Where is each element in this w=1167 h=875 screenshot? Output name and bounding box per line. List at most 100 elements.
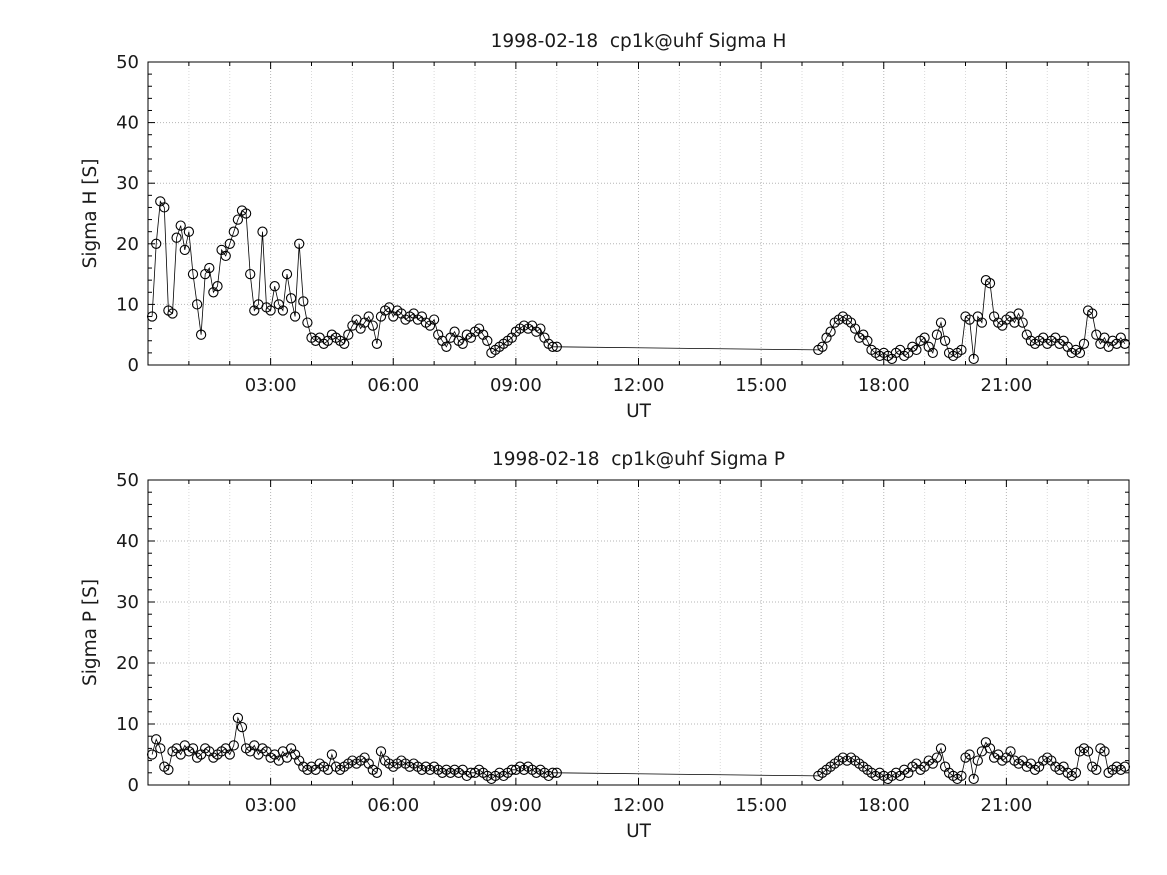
sigma-h-panel: 03:00 06:00 09:00 12:00 15:00 18:00 21:00 0 10 20… — [0, 0, 1167, 437]
y-tick-label: 30 — [116, 173, 139, 194]
data-point-marker — [228, 740, 239, 751]
x-tick-label: 09:00 — [490, 795, 542, 816]
y-tick-label: 10 — [116, 714, 139, 735]
data-point-marker — [935, 317, 947, 328]
x-tick-label: 03:00 — [245, 795, 297, 816]
data-point-marker — [195, 329, 207, 340]
data-point-marker — [927, 347, 938, 359]
x-tick-label: 06:00 — [367, 375, 419, 396]
y-tick-label: 40 — [116, 531, 139, 552]
data-point-marker — [535, 323, 546, 334]
sigma-h-chart: 03:00 06:00 09:00 12:00 15:00 18:00 21:00 0 10 20… — [80, 31, 1131, 422]
data-point-marker — [939, 335, 951, 346]
data-point-marker — [1005, 746, 1016, 757]
data-point-marker — [277, 305, 289, 316]
chart-title: 1998-02-18 cp1k@uhf Sigma P — [492, 449, 785, 470]
labels: 03:00 06:00 09:00 12:00 15:00 18:00 21:00 0 10 20… — [80, 449, 1032, 842]
data-point-marker — [240, 208, 252, 219]
data-point-marker — [257, 226, 268, 237]
data-point-marker — [204, 262, 215, 274]
data-point-marker — [371, 767, 383, 778]
data-point-marker — [1074, 347, 1086, 359]
data-point-marker — [220, 250, 231, 262]
x-tick-label: 12:00 — [613, 375, 665, 396]
data-point-marker — [449, 326, 460, 337]
data-point-marker — [1078, 338, 1090, 349]
data-point-marker — [911, 344, 922, 356]
data-point-marker — [285, 293, 297, 304]
x-tick-label: 18:00 — [858, 375, 910, 396]
y-tick-label: 50 — [116, 470, 139, 491]
data-point-marker — [232, 214, 244, 225]
data-point-marker — [269, 281, 280, 292]
x-tick-label: 12:00 — [613, 795, 665, 816]
data-point-marker — [428, 314, 440, 325]
data-point-marker — [1017, 317, 1028, 328]
data-point-marker — [964, 749, 975, 760]
data-point-marker — [551, 341, 562, 352]
data-point-marker — [228, 226, 239, 237]
data-point-marker — [175, 220, 186, 231]
y-tick-label: 30 — [116, 592, 139, 613]
data-point-marker — [367, 320, 378, 331]
data-point-marker — [232, 712, 244, 724]
data-point-marker — [849, 323, 861, 334]
chart-title: 1998-02-18 cp1k@uhf Sigma H — [491, 31, 787, 52]
data-point-marker — [935, 743, 947, 754]
data-point-marker — [363, 311, 374, 322]
x-tick-label: 21:00 — [980, 375, 1032, 396]
data-point-marker — [155, 743, 166, 754]
data-point-marker — [1091, 764, 1102, 775]
axes — [147, 61, 1130, 366]
data-point-marker — [1099, 746, 1110, 757]
data-series — [146, 712, 1131, 785]
data-point-marker — [457, 338, 468, 349]
data-series — [146, 196, 1131, 365]
data-point-marker — [825, 326, 836, 337]
data-point-marker — [482, 335, 493, 346]
axes — [147, 479, 1130, 786]
x-tick-label: 06:00 — [367, 795, 419, 816]
data-point-marker — [547, 767, 558, 778]
data-point-marker — [1087, 308, 1098, 319]
data-point-marker — [224, 749, 235, 760]
y-axis-label: Sigma H [S] — [80, 159, 101, 269]
y-axis-label: Sigma P [S] — [80, 579, 101, 686]
data-point-marker — [163, 764, 174, 775]
labels: 03:00 06:00 09:00 12:00 15:00 18:00 21:00 0 10 20… — [80, 31, 1032, 422]
data-point-marker — [171, 232, 182, 243]
x-tick-label: 18:00 — [858, 795, 910, 816]
data-point-marker — [976, 317, 988, 328]
data-point-marker — [265, 305, 276, 316]
y-tick-label: 0 — [128, 775, 139, 796]
data-point-marker — [1082, 746, 1094, 757]
x-tick-label: 21:00 — [980, 795, 1032, 816]
x-tick-label: 09:00 — [490, 375, 542, 396]
data-point-marker — [919, 332, 930, 343]
sigma-p-chart: 03:00 06:00 09:00 12:00 15:00 18:00 21:00 0 10 20… — [80, 449, 1131, 842]
data-point-marker — [371, 338, 383, 349]
data-point-marker — [968, 353, 979, 365]
data-point-marker — [547, 341, 558, 352]
x-tick-label: 15:00 — [735, 375, 787, 396]
data-point-marker — [931, 752, 943, 763]
sigma-p-panel: 03:00 06:00 09:00 12:00 15:00 18:00 21:00 0 10 20… — [0, 437, 1167, 875]
data-point-marker — [187, 268, 199, 280]
data-point-marker — [984, 743, 996, 754]
data-point-marker — [1070, 767, 1082, 778]
data-point-marker — [1013, 308, 1024, 319]
data-point-marker — [972, 755, 983, 766]
data-point-marker — [281, 268, 293, 280]
data-point-marker — [191, 299, 203, 310]
data-point-marker — [183, 226, 195, 237]
data-point-marker — [956, 344, 967, 356]
data-point-marker — [159, 202, 170, 213]
data-point-marker — [956, 770, 967, 782]
data-point-marker — [326, 749, 338, 760]
data-point-marker — [298, 296, 309, 307]
y-tick-label: 20 — [116, 234, 139, 255]
x-axis-label: UT — [626, 821, 652, 842]
data-point-marker — [302, 317, 313, 328]
data-point-marker — [931, 329, 943, 340]
